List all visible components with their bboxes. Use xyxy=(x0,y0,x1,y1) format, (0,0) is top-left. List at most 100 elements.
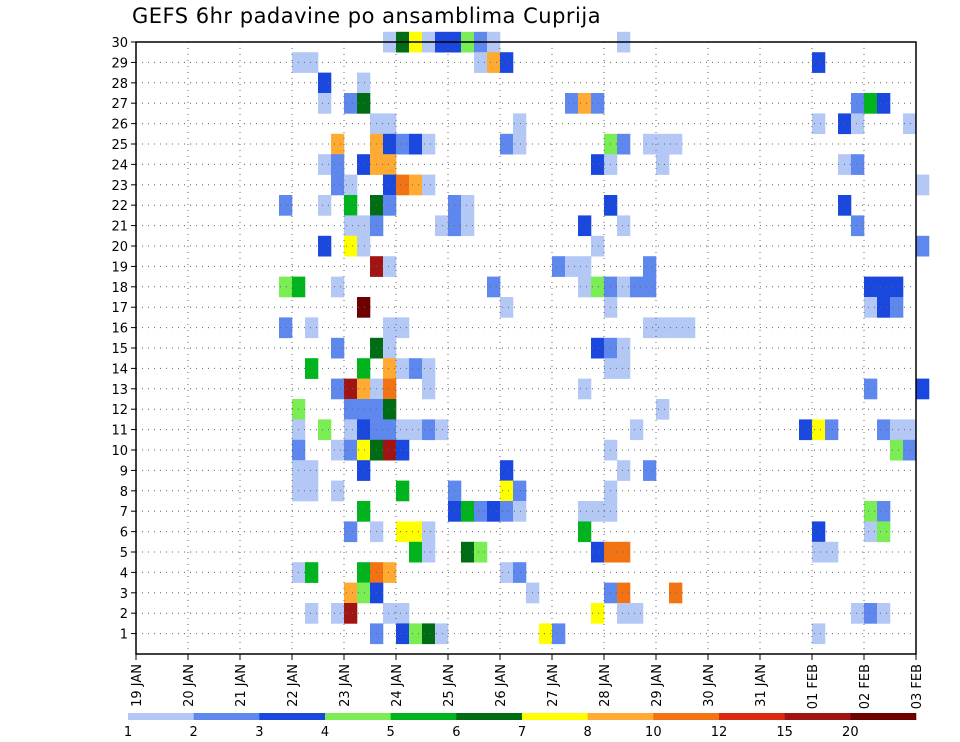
heatmap-cell xyxy=(318,154,332,175)
y-tick-label: 26 xyxy=(111,118,128,133)
heatmap-cell xyxy=(799,419,813,441)
heatmap-cell xyxy=(357,399,371,420)
y-tick-label: 14 xyxy=(111,362,128,377)
heatmap-cell xyxy=(877,297,891,318)
heatmap-cell xyxy=(513,480,527,502)
heatmap-cell xyxy=(305,460,319,481)
heatmap-cell xyxy=(513,501,527,522)
heatmap-cell xyxy=(357,215,371,237)
x-axis: 19 JAN 20 JAN 21 JAN 22 JAN 23 JAN 24 JAN 25 J… xyxy=(130,654,925,709)
y-tick-label: 30 xyxy=(111,36,128,51)
heatmap-cell xyxy=(383,256,397,277)
heatmap-cell xyxy=(357,358,371,379)
x-tick-label: 24 JAN xyxy=(390,664,405,707)
heatmap-cell xyxy=(279,317,293,339)
heatmap-cell xyxy=(331,337,345,359)
heatmap-cell xyxy=(487,501,501,522)
y-tick-label: 6 xyxy=(120,526,128,541)
heatmap-cell xyxy=(344,399,358,420)
heatmap-cell xyxy=(318,93,332,114)
x-tick-label: 27 JAN xyxy=(546,664,561,707)
heatmap-cell xyxy=(279,276,293,298)
heatmap-cell xyxy=(890,297,904,318)
heatmap-cell xyxy=(305,358,319,379)
heatmap-cell xyxy=(396,174,410,196)
heatmap-cell xyxy=(617,541,631,563)
y-tick-label: 13 xyxy=(111,383,128,398)
colorbar: 1 2 3 4 5 6 7 8 10 12 15 20 xyxy=(124,713,917,740)
heatmap-cell xyxy=(383,358,397,379)
heatmap-cell xyxy=(422,541,436,563)
heatmap-cell xyxy=(643,317,657,339)
colorbar-label: 6 xyxy=(452,725,460,740)
heatmap-cell xyxy=(357,154,371,175)
heatmap-cell xyxy=(409,419,423,441)
heatmap-cell xyxy=(877,419,891,441)
heatmap-cell xyxy=(422,419,436,441)
heatmap-cell xyxy=(825,541,839,563)
heatmap-cell xyxy=(916,235,930,257)
heatmap-cell xyxy=(578,93,592,114)
y-tick-label: 27 xyxy=(111,97,128,112)
heatmap-cell xyxy=(851,603,865,624)
heatmap-cell xyxy=(591,337,605,359)
y-tick-label: 22 xyxy=(111,199,128,214)
heatmap-cell xyxy=(617,133,631,155)
heatmap-cell xyxy=(487,276,501,298)
heatmap-cell xyxy=(500,562,514,583)
heatmap-cell xyxy=(578,276,592,298)
heatmap-cell xyxy=(903,439,917,461)
heatmap-cell xyxy=(474,541,488,563)
heatmap-cell xyxy=(487,52,501,73)
heatmap-cell xyxy=(903,113,917,135)
heatmap-cell xyxy=(461,215,475,237)
heatmap-cell xyxy=(396,603,410,624)
heatmap-cell xyxy=(357,378,371,400)
heatmap-cell xyxy=(422,174,436,196)
heatmap-cell xyxy=(331,603,345,624)
heatmap-cell xyxy=(578,256,592,277)
heatmap-cell xyxy=(305,480,319,502)
heatmap-cell xyxy=(331,378,345,400)
heatmap-cell xyxy=(812,52,826,73)
y-tick-label: 3 xyxy=(120,587,128,602)
x-tick-label: 25 JAN xyxy=(442,664,457,707)
heatmap-cell xyxy=(617,276,631,298)
heatmap-cell xyxy=(864,603,878,624)
heatmap-cell xyxy=(344,93,358,114)
heatmap-cell xyxy=(305,562,319,583)
chart-title: GEFS 6hr padavine po ansamblima Cuprija xyxy=(132,4,602,28)
heatmap-cell xyxy=(630,419,644,441)
heatmap-cell xyxy=(474,52,488,73)
heatmap-cell xyxy=(344,603,358,624)
x-tick-label: 21 JAN xyxy=(234,664,249,707)
heatmap-cell xyxy=(591,603,605,624)
heatmap-cell xyxy=(591,154,605,175)
heatmap-cell xyxy=(279,195,293,216)
heatmap-cell xyxy=(396,133,410,155)
x-tick-label: 02 FEB xyxy=(858,664,873,709)
heatmap-cell xyxy=(357,235,371,257)
heatmap-cell xyxy=(656,154,670,175)
heatmap-cell xyxy=(890,276,904,298)
y-tick-label: 11 xyxy=(111,424,128,439)
heatmap-cell xyxy=(409,541,423,563)
heatmap-cell xyxy=(617,215,631,237)
heatmap-cell xyxy=(409,133,423,155)
heatmap-cell xyxy=(344,378,358,400)
x-tick-label: 22 JAN xyxy=(286,664,301,707)
heatmap-cell xyxy=(383,337,397,359)
heatmap-cell xyxy=(422,623,436,645)
heatmap-cell xyxy=(435,623,449,645)
heatmap-cell xyxy=(578,215,592,237)
colorbar-label: 12 xyxy=(711,725,728,740)
heatmap-cell xyxy=(877,501,891,522)
y-axis: 1234567891011121314151617181920212223242… xyxy=(111,36,136,643)
heatmap-cell xyxy=(812,113,826,135)
heatmap-cell xyxy=(331,439,345,461)
heatmap-cell xyxy=(422,358,436,379)
y-tick-label: 24 xyxy=(111,158,128,173)
colorbar-swatch xyxy=(653,713,720,720)
heatmap-cell xyxy=(383,195,397,216)
x-tick-label: 28 JAN xyxy=(598,664,613,707)
